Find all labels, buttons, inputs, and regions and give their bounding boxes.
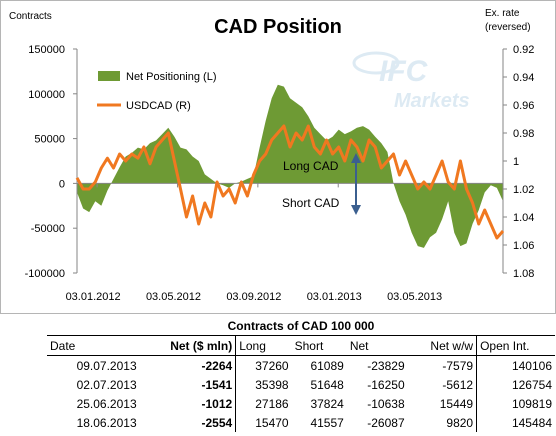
cell-net-ww: -5612 [442, 377, 474, 392]
annotation-long-cad: Long CAD [283, 159, 339, 173]
table-row: 02.07.2013 -1541 35398 51648 -16250 -561… [47, 375, 555, 394]
watermark-swoosh-icon [352, 51, 400, 75]
cell-net: -26087 [367, 415, 405, 430]
long-short-arrow [351, 153, 361, 215]
table-row: 18.06.2013 -2554 15470 41557 -26087 9820… [47, 413, 555, 432]
cell-long: 15470 [235, 413, 292, 432]
cell-net-mln: -2554 [201, 415, 233, 430]
cell-open-int: 145484 [476, 413, 555, 432]
table-title: Contracts of CAD 100 000 [47, 316, 555, 336]
watermark: IFC Markets [352, 51, 470, 112]
x-tick-label: 03.09.2012 [226, 291, 281, 303]
contracts-table: Contracts of CAD 100 000 Date Net ($ mln… [47, 316, 555, 432]
x-tick-label: 03.01.2012 [66, 291, 121, 303]
cell-date: 25.06.2013 [76, 396, 137, 411]
y-left-tick-label: 50000 [34, 134, 65, 146]
header-long: Long [235, 335, 292, 356]
cell-long: 35398 [235, 375, 292, 394]
y-right-tick-label: 0.98 [513, 128, 534, 140]
annotation-short-cad: Short CAD [282, 196, 340, 210]
x-tick-label: 03.01.2013 [307, 291, 362, 303]
legend-label-net: Net Positioning (L) [126, 71, 217, 83]
arrow-up-icon [351, 153, 361, 163]
header-short: Short [291, 335, 347, 356]
table-title-row: Contracts of CAD 100 000 [47, 316, 555, 336]
series-usdcad-line [75, 124, 505, 240]
header-net-mln: Net ($ mln) [139, 335, 236, 356]
cell-net-ww: 15449 [439, 396, 474, 411]
cell-net-mln: -2264 [201, 358, 233, 373]
watermark-text-1: IFC [379, 55, 429, 88]
plot-area: 150000 100000 50000 0 -50000 -100000 0.92 0.94 0… [25, 44, 535, 303]
legend-label-usdcad: USDCAD (R) [126, 100, 191, 112]
legend-swatch-net [98, 71, 120, 81]
cell-net: -23829 [367, 358, 405, 373]
y-right-tick-label: 1.04 [513, 212, 534, 224]
y-left-label: Contracts [9, 11, 52, 22]
cell-open-int: 109819 [476, 394, 555, 413]
chart-title: CAD Position [214, 16, 342, 38]
y-left-tick-label: 0 [59, 178, 65, 190]
header-date: Date [47, 335, 140, 356]
chart-area: IFC Markets Contracts Ex. rate (reversed… [0, 0, 556, 314]
cell-date: 02.07.2013 [76, 377, 137, 392]
watermark-text-2: Markets [394, 90, 470, 112]
cell-net: -16250 [367, 377, 405, 392]
series-net-positioning-area [77, 84, 503, 248]
y-left-tick-label: 100000 [28, 89, 65, 101]
cell-net-mln: -1012 [201, 396, 233, 411]
cell-net-ww: 9820 [446, 415, 474, 430]
header-net-ww: Net w/w [407, 335, 477, 356]
cell-date: 18.06.2013 [76, 415, 137, 430]
cell-long: 37260 [235, 355, 292, 375]
y-left-tick-label: -100000 [25, 268, 65, 280]
cell-open-int: 140106 [476, 355, 555, 375]
table-row: 25.06.2013 -1012 27186 37824 -10638 1544… [47, 394, 555, 413]
cell-net-mln: -1541 [201, 377, 233, 392]
y-right-tick-label: 1.06 [513, 240, 534, 252]
y-right-tick-label: 1 [513, 156, 519, 168]
header-net: Net [346, 335, 408, 356]
arrow-down-icon [351, 205, 361, 215]
y-left-tick-label: -50000 [31, 223, 65, 235]
table-row: 09.07.2013 -2264 37260 61089 -23829 -757… [47, 355, 555, 375]
cell-short: 51648 [310, 377, 344, 392]
cell-date: 09.07.2013 [76, 358, 137, 373]
cell-net-ww: -7579 [442, 358, 474, 373]
chart-svg: IFC Markets Contracts Ex. rate (reversed… [9, 8, 535, 303]
y-right-tick-label: 1.08 [513, 268, 534, 280]
y-right-label-line2: (reversed) [485, 22, 531, 33]
cell-open-int: 126754 [476, 375, 555, 394]
y-right-tick-label: 0.92 [513, 44, 534, 56]
table-header-row: Date Net ($ mln) Long Short Net Net w/w … [47, 335, 555, 356]
y-right-tick-label: 0.96 [513, 100, 534, 112]
cell-net: -10638 [367, 396, 405, 411]
cell-short: 41557 [310, 415, 344, 430]
x-tick-label: 03.05.2013 [387, 291, 442, 303]
cell-short: 37824 [310, 396, 344, 411]
cell-short: 61089 [310, 358, 344, 373]
y-right-tick-label: 0.94 [513, 72, 534, 84]
y-right-label-line1: Ex. rate [485, 8, 520, 19]
x-tick-label: 03.05.2012 [146, 291, 201, 303]
y-left-tick-label: 150000 [28, 44, 65, 56]
header-open-int: Open Int. [476, 335, 555, 356]
cell-long: 27186 [235, 394, 292, 413]
y-right-tick-label: 1.02 [513, 184, 534, 196]
